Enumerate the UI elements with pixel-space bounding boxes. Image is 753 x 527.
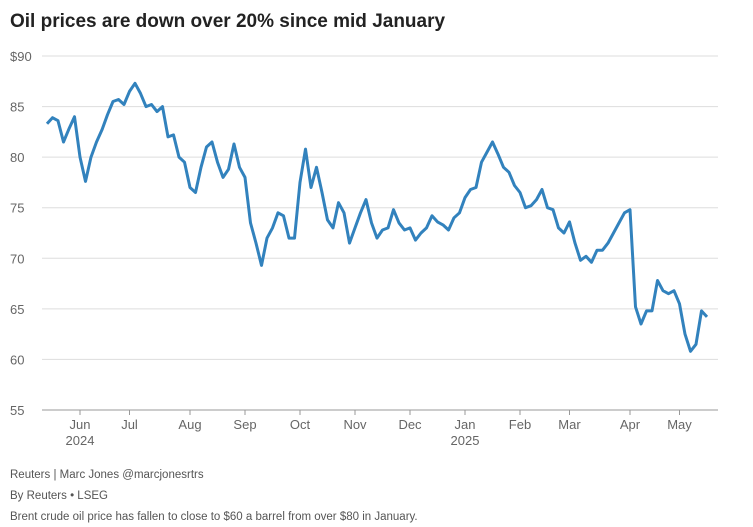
x-tick-label: May xyxy=(667,417,692,432)
y-tick-label: 80 xyxy=(10,150,24,165)
x-tick-label: Oct xyxy=(290,417,311,432)
y-tick-label: 85 xyxy=(10,100,24,115)
x-tick-label: Sep xyxy=(233,417,256,432)
x-tick-label: Jul xyxy=(121,417,138,432)
x-tick-label: Nov xyxy=(343,417,367,432)
x-tick-label: Jan 2025 xyxy=(451,417,480,448)
y-tick-label: 60 xyxy=(10,352,24,367)
note: Brent crude oil price has fallen to clos… xyxy=(10,511,418,523)
chart-title: Oil prices are down over 20% since mid J… xyxy=(10,11,446,32)
y-tick-label: 65 xyxy=(10,302,24,317)
source: Reuters | Marc Jones @marcjonesrtrs xyxy=(10,469,204,481)
x-tick-label: Apr xyxy=(620,417,641,432)
y-tick-label: $90 xyxy=(10,49,32,64)
y-tick-label: 75 xyxy=(10,201,24,216)
byline: By Reuters • LSEG xyxy=(10,490,108,502)
x-tick-label: Dec xyxy=(398,417,422,432)
x-tick-label: Jun 2024 xyxy=(66,417,95,448)
x-tick-label: Feb xyxy=(509,417,531,432)
x-tick-label: Aug xyxy=(178,417,201,432)
price-line xyxy=(45,81,709,353)
x-tick-label: Mar xyxy=(558,417,581,432)
y-tick-label: 70 xyxy=(10,251,24,266)
y-tick-label: 55 xyxy=(10,403,24,418)
